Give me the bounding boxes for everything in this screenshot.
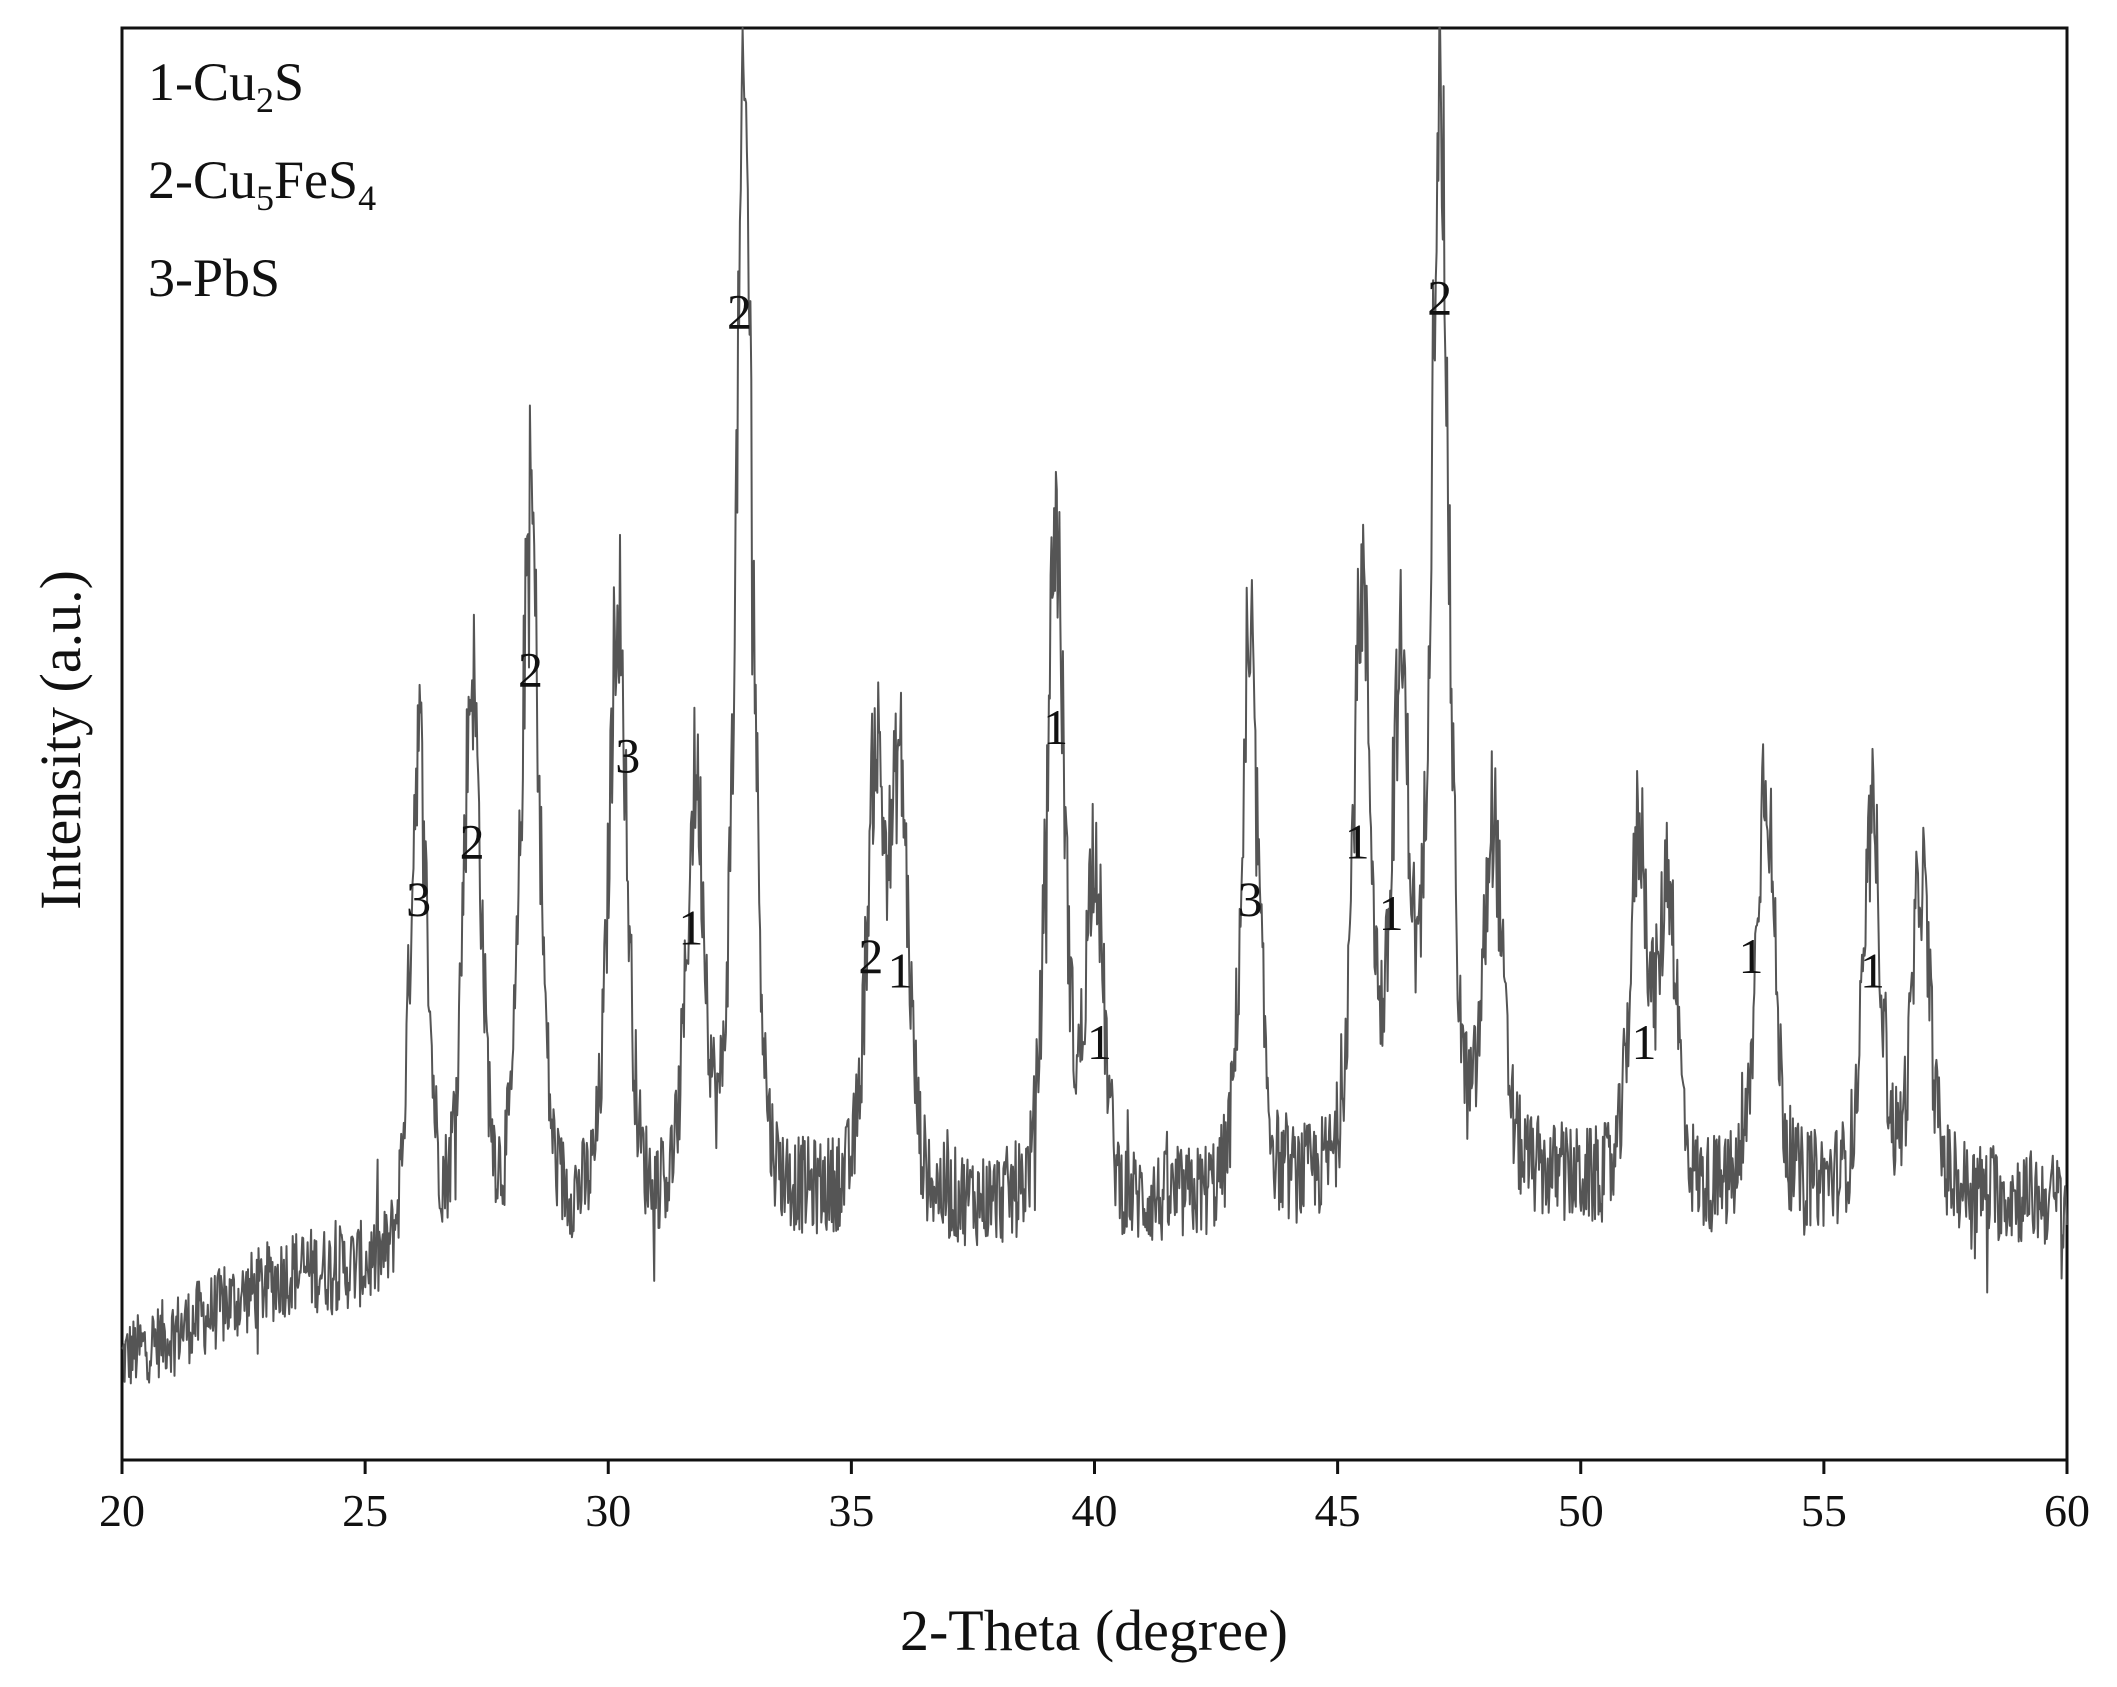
x-tick-label: 20 bbox=[99, 1485, 145, 1536]
x-tick-label: 45 bbox=[1315, 1485, 1361, 1536]
legend-formula-text: S bbox=[274, 52, 304, 112]
legend-formula-subscript: 4 bbox=[358, 178, 376, 218]
peak-label: 1 bbox=[678, 899, 703, 955]
peak-label: 3 bbox=[406, 871, 431, 927]
peak-label: 2 bbox=[858, 928, 883, 984]
legend-entry: 1-Cu2S bbox=[148, 52, 304, 120]
legend-entry: 2-Cu5FeS4 bbox=[148, 150, 376, 218]
legend-formula-subscript: 2 bbox=[256, 80, 274, 120]
x-tick-label: 25 bbox=[342, 1485, 388, 1536]
legend-formula-text: Cu bbox=[193, 52, 256, 112]
legend-formula-subscript: 5 bbox=[256, 178, 274, 218]
x-tick-label: 50 bbox=[1558, 1485, 1604, 1536]
peak-label: 1 bbox=[888, 942, 913, 998]
legend-entry-prefix: 3- bbox=[148, 248, 193, 308]
x-tick-label: 60 bbox=[2044, 1485, 2090, 1536]
x-axis-ticks: 20 25 30 35 40 45 50 55 60 bbox=[99, 1460, 2090, 1536]
x-tick-label: 55 bbox=[1801, 1485, 1847, 1536]
peak-label: 1 bbox=[1087, 1014, 1112, 1070]
peak-label: 2 bbox=[1427, 269, 1452, 325]
peak-label: 1 bbox=[1379, 885, 1404, 941]
peak-label: 3 bbox=[615, 728, 640, 784]
peak-label: 2 bbox=[518, 642, 543, 698]
peak-label: 1 bbox=[1860, 942, 1885, 998]
legend-formula-text: Cu bbox=[193, 150, 256, 210]
legend-entry-prefix: 2- bbox=[148, 150, 193, 210]
y-axis-label: Intensity (a.u.) bbox=[28, 570, 93, 910]
x-tick-label: 30 bbox=[585, 1485, 631, 1536]
legend-formula-text: PbS bbox=[193, 248, 280, 308]
peak-label: 1 bbox=[1738, 928, 1763, 984]
x-tick-label: 35 bbox=[828, 1485, 874, 1536]
peak-label: 2 bbox=[460, 814, 485, 870]
peak-label: 1 bbox=[1043, 699, 1068, 755]
peak-label: 2 bbox=[727, 284, 752, 340]
x-tick-label: 40 bbox=[1072, 1485, 1118, 1536]
peak-label: 1 bbox=[1631, 1014, 1656, 1070]
legend-formula-text: FeS bbox=[274, 150, 358, 210]
peak-label: 3 bbox=[1238, 871, 1263, 927]
legend-entry-prefix: 1- bbox=[148, 52, 193, 112]
xrd-pattern-line bbox=[121, 27, 2068, 1385]
peak-label: 1 bbox=[1345, 814, 1370, 870]
x-axis-label: 2-Theta (degree) bbox=[900, 1598, 1288, 1663]
plot-frame bbox=[120, 26, 2069, 1462]
legend-entry: 3-PbS bbox=[148, 248, 280, 308]
